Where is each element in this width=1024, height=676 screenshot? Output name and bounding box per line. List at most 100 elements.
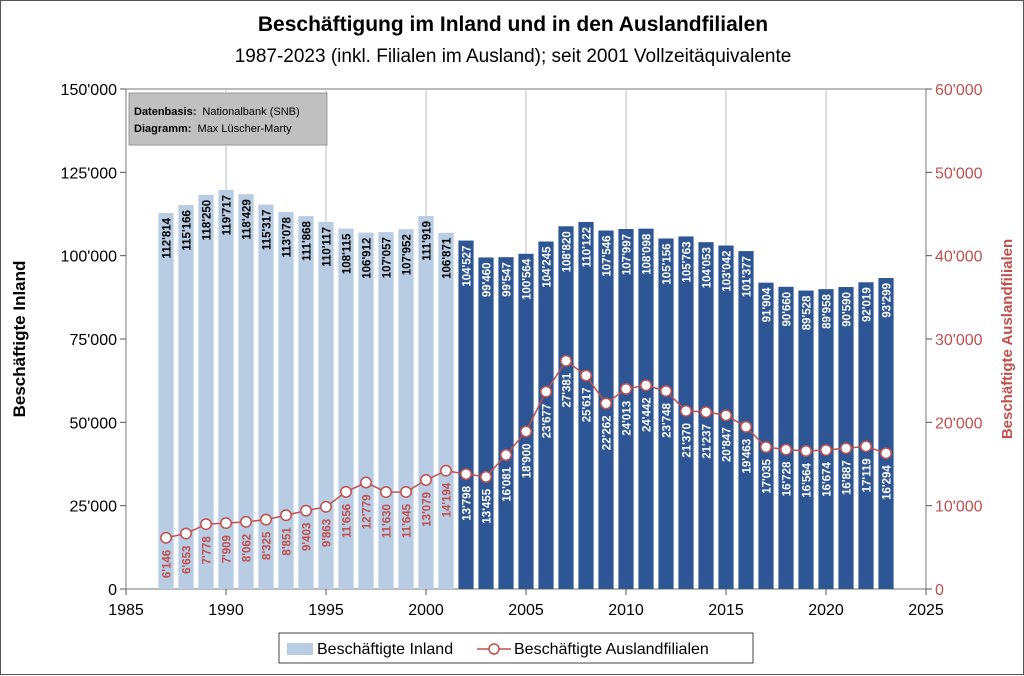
legend-label-ausland: Beschäftigte Auslandfilialen [514, 641, 709, 658]
bar-data-label: 118'250 [202, 200, 214, 240]
line-data-label: 12'779 [362, 495, 374, 530]
marker-ausland [760, 441, 772, 453]
marker-ausland [700, 406, 712, 418]
line-data-label: 14'194 [442, 482, 454, 517]
marker-ausland [400, 486, 412, 498]
marker-ausland [800, 445, 812, 457]
x-tick-label: 2015 [708, 602, 744, 619]
bar-inland [498, 257, 514, 589]
line-data-label: 18'900 [522, 444, 534, 479]
x-tick-label: 2000 [408, 602, 444, 619]
bar-data-label: 99'547 [502, 262, 514, 297]
bar-data-label: 91'904 [762, 287, 774, 322]
bar-inland [658, 238, 674, 590]
bar-data-label: 93'299 [882, 283, 894, 318]
bar-data-label: 112'814 [162, 217, 174, 258]
marker-ausland [620, 382, 632, 395]
line-data-label: 21'237 [702, 424, 714, 459]
legend-marker-ausland [488, 643, 500, 655]
bar-inland [598, 230, 614, 589]
marker-ausland [240, 515, 252, 528]
marker-ausland [360, 476, 372, 489]
line-data-label: 11'645 [402, 503, 414, 538]
line-data-label: 13'798 [462, 485, 474, 520]
y-left-tick-label: 125'000 [61, 165, 118, 182]
line-data-label: 11'630 [382, 504, 394, 538]
y-axis-right-label: Beschäftigte Auslandfilialen [999, 239, 1016, 439]
bar-data-label: 89'528 [802, 295, 814, 330]
bar-inland [238, 194, 254, 589]
bar-data-label: 108'115 [342, 233, 354, 274]
bar-data-label: 107'057 [382, 237, 394, 278]
marker-ausland [540, 385, 552, 398]
marker-ausland [880, 447, 892, 460]
bar-data-label: 106'871 [442, 237, 454, 279]
bar-inland [838, 287, 854, 589]
marker-ausland [480, 470, 492, 483]
source-line-2: Diagramm: Max Lüscher-Marty [134, 123, 292, 135]
marker-ausland [780, 443, 792, 456]
line-data-label: 16'887 [842, 460, 854, 495]
line-data-label: 6'653 [182, 546, 194, 574]
bar-data-label: 107'546 [602, 236, 614, 277]
line-data-label: 22'262 [602, 415, 614, 450]
marker-ausland [660, 385, 672, 398]
bar-data-label: 90'590 [842, 292, 854, 327]
bar-data-label: 106'912 [362, 238, 374, 279]
bar-inland [178, 205, 194, 589]
axes-group: 1985 1990 1995 2000 2005 2010 2015 2020 2025 0 25'… [61, 82, 983, 619]
y-left-tick-label: 0 [108, 582, 117, 599]
line-data-label: 13'455 [482, 488, 494, 523]
y-axis-left-label: Beschäftigte Inland [10, 261, 29, 418]
bar-data-label: 103'042 [722, 251, 734, 292]
marker-ausland [720, 409, 732, 422]
source-value-2: Max Lüscher-Marty [198, 123, 293, 135]
line-data-label: 16'081 [502, 466, 514, 501]
bar-inland [338, 228, 354, 589]
line-data-label: 16'294 [882, 465, 894, 500]
bar-inland [738, 251, 754, 589]
x-tick-label: 2005 [508, 602, 544, 619]
bar-data-label: 108'820 [562, 231, 574, 272]
bar-inland [198, 194, 214, 590]
bar-inland [758, 282, 774, 589]
legend: Beschäftigte Inland Beschäftigte Ausland… [278, 632, 754, 664]
bar-inland [418, 215, 434, 590]
y-right-tick-label: 50'000 [935, 165, 983, 182]
x-tick-label: 1990 [208, 602, 244, 619]
bar-inland [778, 286, 794, 589]
bar-inland [858, 282, 874, 589]
bar-inland [398, 229, 414, 589]
line-labels-group: 6'146 6'653 7'778 7'909 8'062 8'325 8'851 9'403… [162, 372, 894, 578]
marker-ausland [320, 500, 332, 513]
bar-data-label: 101'377 [742, 256, 754, 297]
bar-inland [478, 257, 494, 589]
line-data-label: 9'863 [322, 519, 334, 547]
y-left-tick-label: 75'000 [69, 332, 117, 349]
bar-data-label: 107'997 [622, 234, 634, 275]
bar-data-label: 99'460 [482, 262, 494, 297]
bar-inland [278, 212, 294, 589]
line-data-label: 25'617 [582, 388, 594, 423]
bar-data-label: 104'245 [542, 246, 554, 288]
marker-ausland [600, 397, 612, 410]
chart-title: Beschäftigung im Inland und in den Ausla… [258, 13, 768, 36]
source-label-2: Diagramm: [134, 123, 191, 135]
y-left-tick-label: 150'000 [61, 82, 118, 99]
bar-inland [258, 204, 274, 590]
x-tick-label: 2020 [808, 602, 844, 619]
bar-data-label: 111'919 [422, 221, 434, 261]
chart-subtitle: 1987-2023 (inkl. Filialen im Ausland); s… [235, 46, 792, 67]
bar-inland [358, 232, 374, 590]
line-data-label: 17'035 [762, 458, 774, 493]
y-right-tick-label: 30'000 [935, 332, 983, 349]
marker-ausland [380, 486, 392, 499]
line-data-label: 24'013 [622, 401, 634, 436]
source-box-background [128, 92, 328, 146]
bar-inland [298, 216, 314, 589]
marker-ausland [340, 485, 352, 498]
bar-inland [218, 189, 234, 589]
bar-data-label: 110'122 [582, 227, 594, 267]
y-left-tick-label: 50'000 [69, 415, 117, 432]
bars-group [158, 189, 894, 590]
